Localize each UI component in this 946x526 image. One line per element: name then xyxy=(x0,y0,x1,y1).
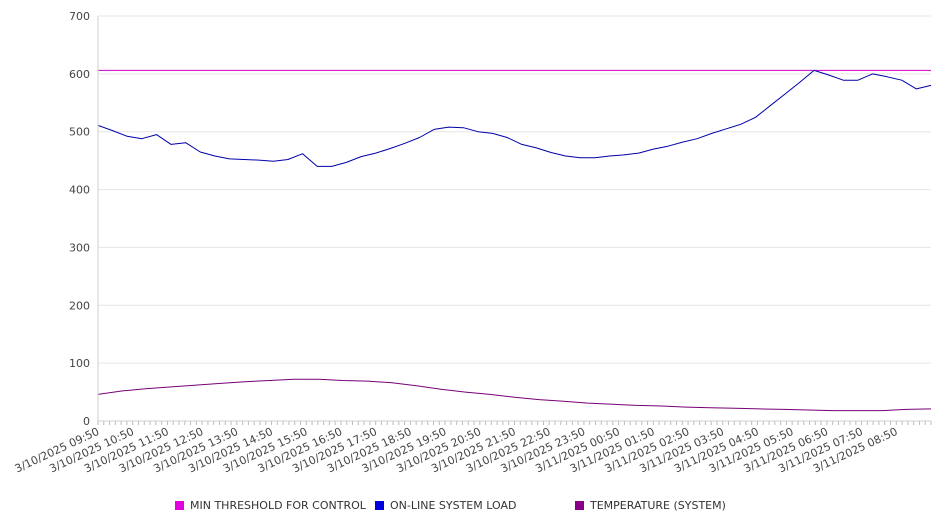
y-tick-label: 400 xyxy=(69,184,90,197)
legend-item-min-threshold[interactable]: MIN THRESHOLD FOR CONTROL xyxy=(175,499,366,512)
legend-item-online-system-load[interactable]: ON-LINE SYSTEM LOAD xyxy=(375,499,516,512)
line-chart: 0 100 200 300 400 500 600 700 3/10/2025 09:503/… xyxy=(13,10,932,475)
y-tick-label: 700 xyxy=(69,10,90,23)
series-lines xyxy=(97,69,932,412)
legend-label-min-threshold: MIN THRESHOLD FOR CONTROL xyxy=(190,499,366,512)
legend-swatch-temperature xyxy=(575,501,584,510)
y-tick-label: 300 xyxy=(69,241,90,254)
legend: MIN THRESHOLD FOR CONTROL ON-LINE SYSTEM… xyxy=(0,499,946,513)
y-tick-label: 600 xyxy=(69,68,90,81)
legend-item-temperature[interactable]: TEMPERATURE (SYSTEM) xyxy=(575,499,726,512)
legend-swatch-online-system-load xyxy=(375,501,384,510)
y-tick-label: 200 xyxy=(69,299,90,312)
legend-label-temperature: TEMPERATURE (SYSTEM) xyxy=(590,499,726,512)
legend-swatch-min-threshold xyxy=(175,501,184,510)
temperature-line xyxy=(97,378,932,412)
y-tick-label: 100 xyxy=(69,357,90,370)
y-axis-ticks: 0 100 200 300 400 500 600 700 xyxy=(69,10,90,428)
online-system-load-line xyxy=(97,69,932,167)
y-tick-label: 500 xyxy=(69,126,90,139)
x-axis-ticks: 3/10/2025 09:503/10/2025 10:503/10/2025 … xyxy=(13,421,932,475)
y-tick-label: 0 xyxy=(83,415,90,428)
grid-lines xyxy=(98,15,931,364)
legend-label-online-system-load: ON-LINE SYSTEM LOAD xyxy=(390,499,517,512)
